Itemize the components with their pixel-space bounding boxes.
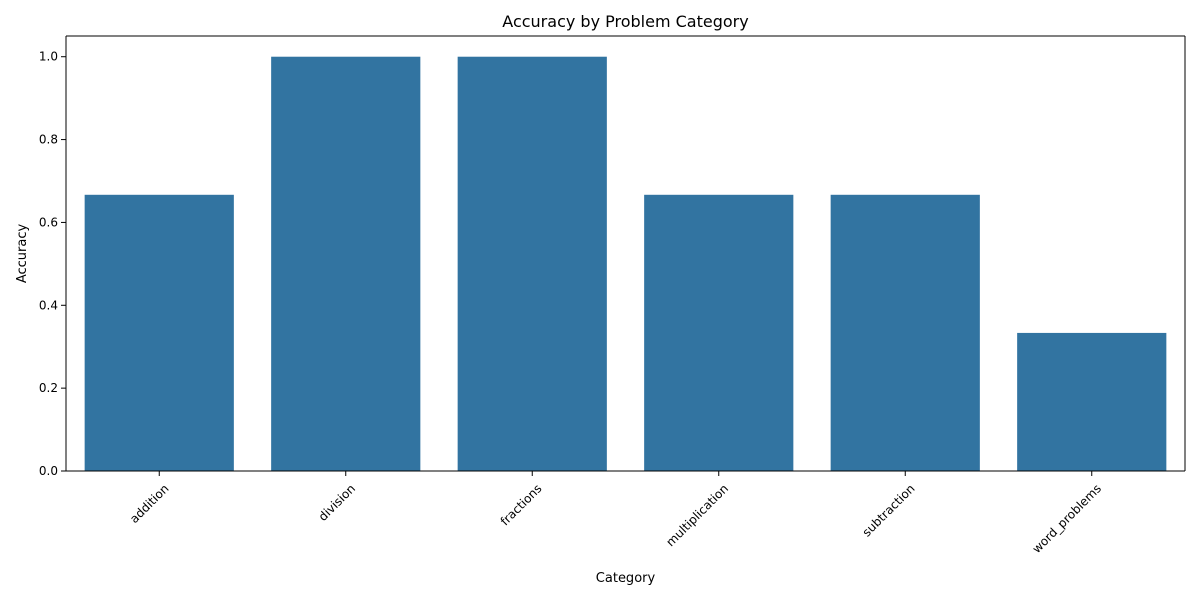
bar-fractions	[457, 56, 607, 471]
bars-group	[84, 56, 1167, 471]
y-tick-label: 0.4	[39, 298, 58, 312]
y-tick-label: 0.6	[39, 215, 58, 229]
y-axis-label: Accuracy	[15, 224, 30, 284]
x-tick-label: word_problems	[1030, 481, 1105, 556]
chart-title: Accuracy by Problem Category	[502, 12, 748, 31]
bar-division	[271, 56, 421, 471]
bar-word_problems	[1017, 332, 1167, 471]
y-tick-label: 0.2	[39, 381, 58, 395]
bar-addition	[84, 194, 234, 471]
bar-multiplication	[644, 194, 794, 471]
x-tick-label: fractions	[498, 481, 545, 528]
y-tick-label: 1.0	[39, 50, 58, 64]
x-tick-label: addition	[127, 481, 171, 525]
x-tick-label: subtraction	[860, 481, 918, 539]
x-axis: addition division fractions multiplication s…	[127, 471, 1104, 556]
bar-subtraction	[830, 194, 980, 471]
y-axis: 0.0 0.2 0.4 0.6 0.8 1.0	[39, 50, 66, 478]
x-tick-label: multiplication	[663, 481, 731, 549]
y-tick-label: 0.8	[39, 133, 58, 147]
x-tick-label: division	[316, 481, 358, 523]
y-tick-label: 0.0	[39, 464, 58, 478]
x-axis-label: Category	[596, 571, 656, 586]
